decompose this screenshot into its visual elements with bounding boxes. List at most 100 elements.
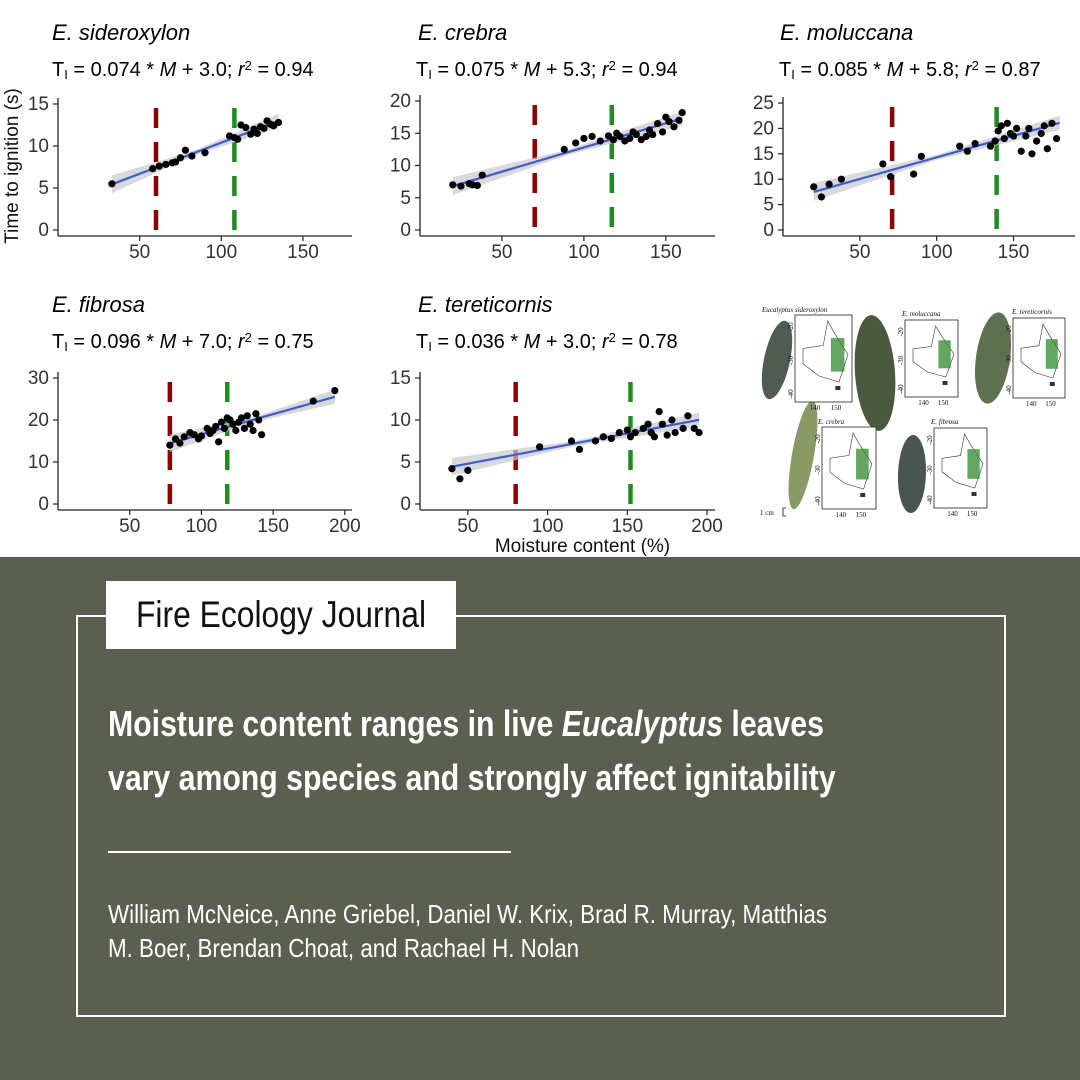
range-map: 140 150 -20 -30 -40 E. moluccana: [897, 310, 959, 407]
y-tick-label: 5: [763, 195, 774, 216]
x-tick-label: 50: [491, 242, 512, 263]
figure-area: E. sideroxylon TI = 0.074 * M + 3.0; r2 =…: [2, 20, 1075, 557]
chart-title: E. crebra: [418, 20, 507, 45]
range-map: 140 150 -20 -30 -40 E. tereticornis: [1005, 308, 1066, 408]
regression-line: [813, 121, 1060, 193]
data-point: [243, 412, 251, 420]
data-point: [212, 422, 220, 430]
map-outline: [941, 433, 984, 489]
data-point: [665, 118, 673, 126]
data-point: [535, 443, 544, 451]
scale-bar: [782, 507, 786, 517]
leaf-photo: [897, 435, 927, 513]
data-point: [668, 416, 676, 424]
data-point: [986, 142, 995, 150]
data-point: [166, 441, 174, 449]
data-point: [971, 140, 979, 148]
data-point: [1032, 137, 1041, 145]
data-point: [1000, 134, 1008, 143]
y-tick-label: 20: [390, 91, 411, 112]
x-tick-label: 50: [849, 242, 870, 263]
chart-panel-2: E. crebra TI = 0.075 * M + 5.3; r2 = 0.94…: [390, 20, 715, 263]
data-point: [1028, 150, 1036, 158]
map-outline: [912, 325, 955, 378]
chart-title: E. fibrosa: [52, 292, 145, 317]
x-tick-label: 100: [205, 242, 237, 263]
y-tick-label: 0: [400, 220, 411, 241]
x-axis-label: Moisture content (%): [495, 536, 670, 557]
y-tick-label: 15: [753, 144, 774, 165]
map-y-tick: -40: [814, 496, 822, 506]
data-point: [237, 414, 246, 422]
map-x-tick: 150: [1045, 400, 1056, 408]
data-point: [626, 134, 634, 143]
y-axis-label: Time to ignition (s): [2, 88, 23, 244]
data-point: [181, 146, 189, 154]
x-tick-label: 100: [532, 516, 564, 537]
info-frame: [76, 615, 1006, 1017]
x-tick-label: 100: [568, 242, 600, 263]
data-point: [201, 149, 209, 157]
data-point: [149, 165, 157, 173]
range-map: 140 150 -20 -30 -40 E. crebra: [814, 418, 877, 519]
data-point: [917, 152, 925, 160]
data-point: [249, 426, 257, 435]
data-point: [626, 433, 635, 441]
data-point: [575, 445, 584, 453]
regression-line: [451, 418, 700, 468]
chart-title: E. moluccana: [780, 20, 913, 45]
chart-equation: TI = 0.096 * M + 7.0; r2 = 0.75: [52, 330, 314, 354]
data-point: [623, 426, 631, 434]
map-species-label: E. crebra: [817, 418, 845, 426]
data-point: [155, 162, 163, 170]
data-point: [675, 116, 683, 124]
y-tick-label: 10: [390, 410, 411, 431]
map-x-tick: 150: [967, 510, 978, 518]
data-point: [604, 132, 613, 140]
map-x-tick: 150: [856, 511, 867, 519]
tasmania-shape: [942, 381, 948, 385]
data-point: [695, 429, 703, 437]
chart-panel-1: E. sideroxylon TI = 0.074 * M + 3.0; r2 =…: [28, 20, 352, 263]
data-point: [215, 438, 223, 446]
map-y-tick: -30: [814, 465, 822, 475]
map-y-tick: -20: [814, 434, 822, 444]
data-point: [580, 134, 588, 143]
data-point: [560, 145, 568, 153]
map-x-tick: 150: [831, 404, 842, 412]
data-point: [596, 137, 604, 145]
data-point: [591, 437, 600, 445]
data-point: [684, 412, 692, 420]
article-title-line2: vary among species and strongly affect i…: [108, 757, 836, 798]
data-point: [654, 119, 662, 128]
y-tick-label: 10: [753, 169, 774, 190]
tasmania-shape: [835, 386, 841, 390]
data-point: [242, 123, 250, 132]
map-frame: [904, 319, 959, 398]
data-point: [650, 433, 659, 441]
data-point: [810, 183, 818, 191]
x-tick-label: 150: [257, 516, 289, 537]
data-point: [1013, 124, 1021, 132]
y-tick-label: 10: [390, 156, 411, 177]
map-y-tick: -30: [897, 355, 905, 365]
map-species-label: Eucalyptus sideroxylon: [761, 306, 828, 314]
data-point: [176, 439, 184, 447]
map-y-tick: -20: [926, 435, 934, 445]
data-point: [172, 158, 180, 166]
data-point: [1017, 147, 1025, 155]
data-point: [478, 171, 486, 179]
map-species-label: E. fibrosa: [930, 418, 959, 426]
chart-panel-3: E. moluccana TI = 0.085 * M + 5.8; r2 = 0…: [753, 20, 1075, 263]
x-tick-label: 150: [650, 242, 682, 263]
data-point: [255, 416, 263, 424]
tasmania-shape: [1049, 382, 1055, 386]
chart-panel-4: E. fibrosa TI = 0.096 * M + 7.0; r2 = 0.7…: [28, 292, 361, 537]
data-point: [910, 170, 918, 178]
map-y-tick: -20: [897, 327, 905, 337]
data-point: [188, 152, 196, 160]
map-outline: [829, 432, 873, 490]
map-species-label: E. moluccana: [901, 310, 941, 318]
data-point: [671, 429, 679, 437]
